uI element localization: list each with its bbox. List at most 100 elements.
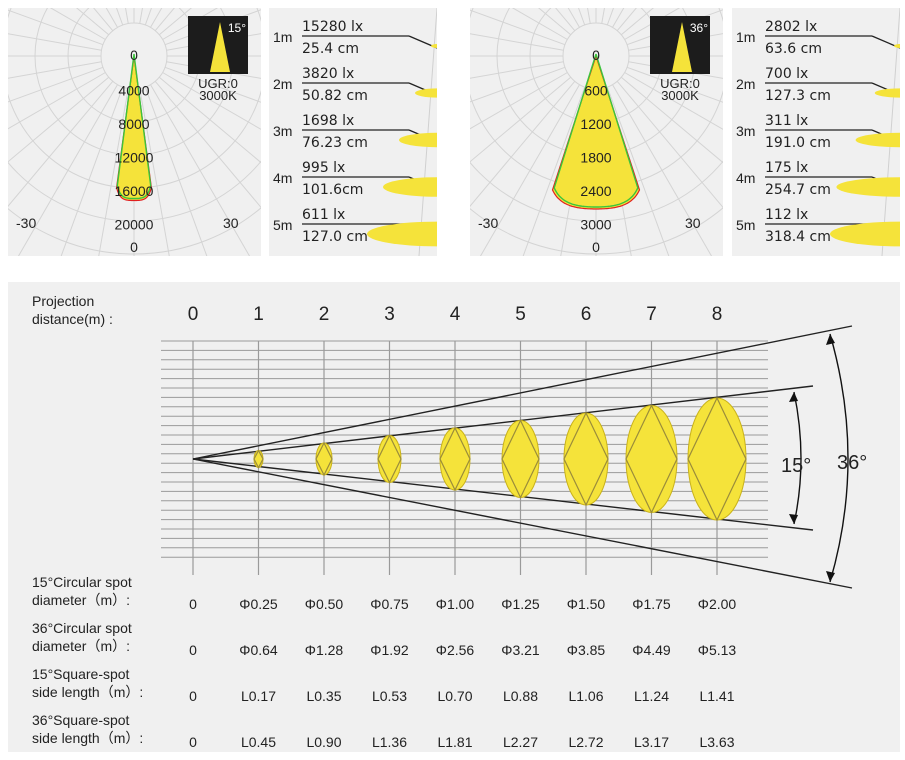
grid-spoke [370, 72, 568, 187]
grid-spoke [585, 0, 591, 24]
angle-label-30: 30 [223, 215, 239, 231]
diameter-value: 25.4 cm [302, 41, 359, 57]
diameter-value: 127.0 cm [302, 229, 368, 245]
row-value: Φ1.75 [632, 596, 671, 612]
grid-spoke [601, 0, 607, 24]
grid-spoke [3, 84, 118, 282]
lux-value: 611 lx [302, 207, 345, 223]
row-label-line1: 36°Circular spot [32, 620, 132, 636]
polar-panel-36: 0 600 1200 1800 2400 3000 -30 30 0 36° UGR:0 3000K [336, 0, 856, 316]
distance-label: 5m [736, 217, 755, 233]
lux-value: 311 lx [765, 113, 808, 129]
row-value: L2.27 [503, 734, 538, 750]
beam-angle-label: 36° [690, 21, 708, 35]
row-value: Φ3.85 [567, 642, 606, 658]
row-value: Φ3.21 [501, 642, 540, 658]
light-spot [315, 442, 333, 476]
polar-panel-15: 0 4000 8000 12000 16000 20000 -30 30 0 15° UGR:0 30… [0, 0, 394, 316]
beam-36-bottom [192, 458, 853, 589]
radial-label: 4000 [118, 83, 149, 99]
radial-label: 600 [584, 83, 608, 99]
grid-spoke [101, 0, 118, 28]
cct-label: 3000K [661, 88, 699, 103]
square-spot [377, 434, 402, 484]
lux-value: 995 lx [302, 160, 345, 176]
angle-label-15: 15° [781, 455, 811, 477]
beam-15-top [192, 385, 814, 460]
row-value: 0 [189, 734, 197, 750]
distance-label: 1m [736, 29, 755, 45]
row-value: 0 [189, 596, 197, 612]
angle-label-30: 30 [685, 215, 701, 231]
cone-edge [418, 7, 438, 257]
light-spot [367, 221, 507, 247]
row-label-line2: side length（m）: [32, 730, 143, 746]
row-value: L0.35 [306, 688, 341, 704]
lux-value: 112 lx [765, 207, 808, 223]
illuminance-panel-15: 1m 15280 lx 25.4 cm 2m 3820 lx 50.82 cm 3m 1698… [269, 7, 507, 257]
light-spot [894, 44, 905, 48]
grid-spoke [123, 0, 129, 24]
row-label-line1: 36°Square-spot [32, 712, 130, 728]
row-value: L0.17 [241, 688, 276, 704]
square-spot [625, 404, 678, 514]
grid-spoke [563, 0, 580, 28]
grid-spoke [351, 66, 566, 146]
lux-value: 1698 lx [302, 113, 354, 129]
row-value: Φ1.00 [436, 596, 475, 612]
illuminance-panel-36: 1m 2802 lx 63.6 cm 2m 700 lx 127.3 cm 3m 311 lx… [732, 7, 905, 257]
row-value: 0 [189, 688, 197, 704]
row-value: Φ1.28 [305, 642, 344, 658]
square-spot [687, 396, 747, 522]
row-value: L3.63 [699, 734, 734, 750]
row-value: L0.88 [503, 688, 538, 704]
row-value: L1.06 [568, 688, 603, 704]
row-label-line1: 15°Square-spot [32, 666, 130, 682]
diameter-value: 50.82 cm [302, 88, 368, 104]
row-value: L1.81 [437, 734, 472, 750]
angle-label-neg30: -30 [16, 215, 36, 231]
beam-badge-icon [672, 22, 692, 72]
diameter-value: 76.23 cm [302, 135, 368, 151]
ugr-label: UGR:0 [198, 76, 238, 91]
row-label-line2: diameter（m）: [32, 638, 130, 654]
row-value: Φ0.75 [370, 596, 409, 612]
beam-curve-green [553, 53, 639, 208]
distance-label: 2m [273, 76, 292, 92]
row-value: Φ4.49 [632, 642, 671, 658]
ugr-label: UGR:0 [660, 76, 700, 91]
light-spot [855, 132, 905, 148]
radial-label: 1800 [580, 150, 611, 166]
diameter-value: 318.4 cm [765, 229, 831, 245]
light-spot [874, 88, 905, 98]
row-value: Φ1.50 [567, 596, 606, 612]
grid-spoke [498, 0, 568, 40]
grid-spoke [440, 0, 566, 46]
cone-edge [881, 7, 901, 257]
row-value: L0.70 [437, 688, 472, 704]
light-spot [830, 221, 905, 247]
grid-spoke [0, 31, 102, 51]
angle-label-0: 0 [130, 239, 138, 255]
row-value: Φ1.92 [370, 642, 409, 658]
grid-spoke [0, 61, 102, 81]
row-value: Φ0.50 [305, 596, 344, 612]
grid-spoke [0, 72, 106, 134]
row-label-line2: side length（m）: [32, 684, 143, 700]
arc-arrowhead [789, 514, 798, 524]
square-spot [563, 411, 609, 507]
row-value: Φ5.13 [698, 642, 737, 658]
polar-chart-15: 0 4000 8000 12000 16000 20000 -30 30 0 15° UGR:030… [0, 0, 394, 316]
distance-header: 3 [384, 304, 395, 325]
square-spot [253, 449, 264, 469]
cct-label: 3000K [199, 88, 237, 103]
light-spot [415, 88, 459, 98]
beam-badge-icon [210, 22, 230, 72]
angle-label-36: 36° [837, 452, 867, 474]
row-value: L3.17 [634, 734, 669, 750]
distance-header: 7 [646, 304, 657, 325]
lux-value: 2802 lx [765, 19, 817, 35]
lux-value: 175 lx [765, 160, 808, 176]
row-value: L0.90 [306, 734, 341, 750]
